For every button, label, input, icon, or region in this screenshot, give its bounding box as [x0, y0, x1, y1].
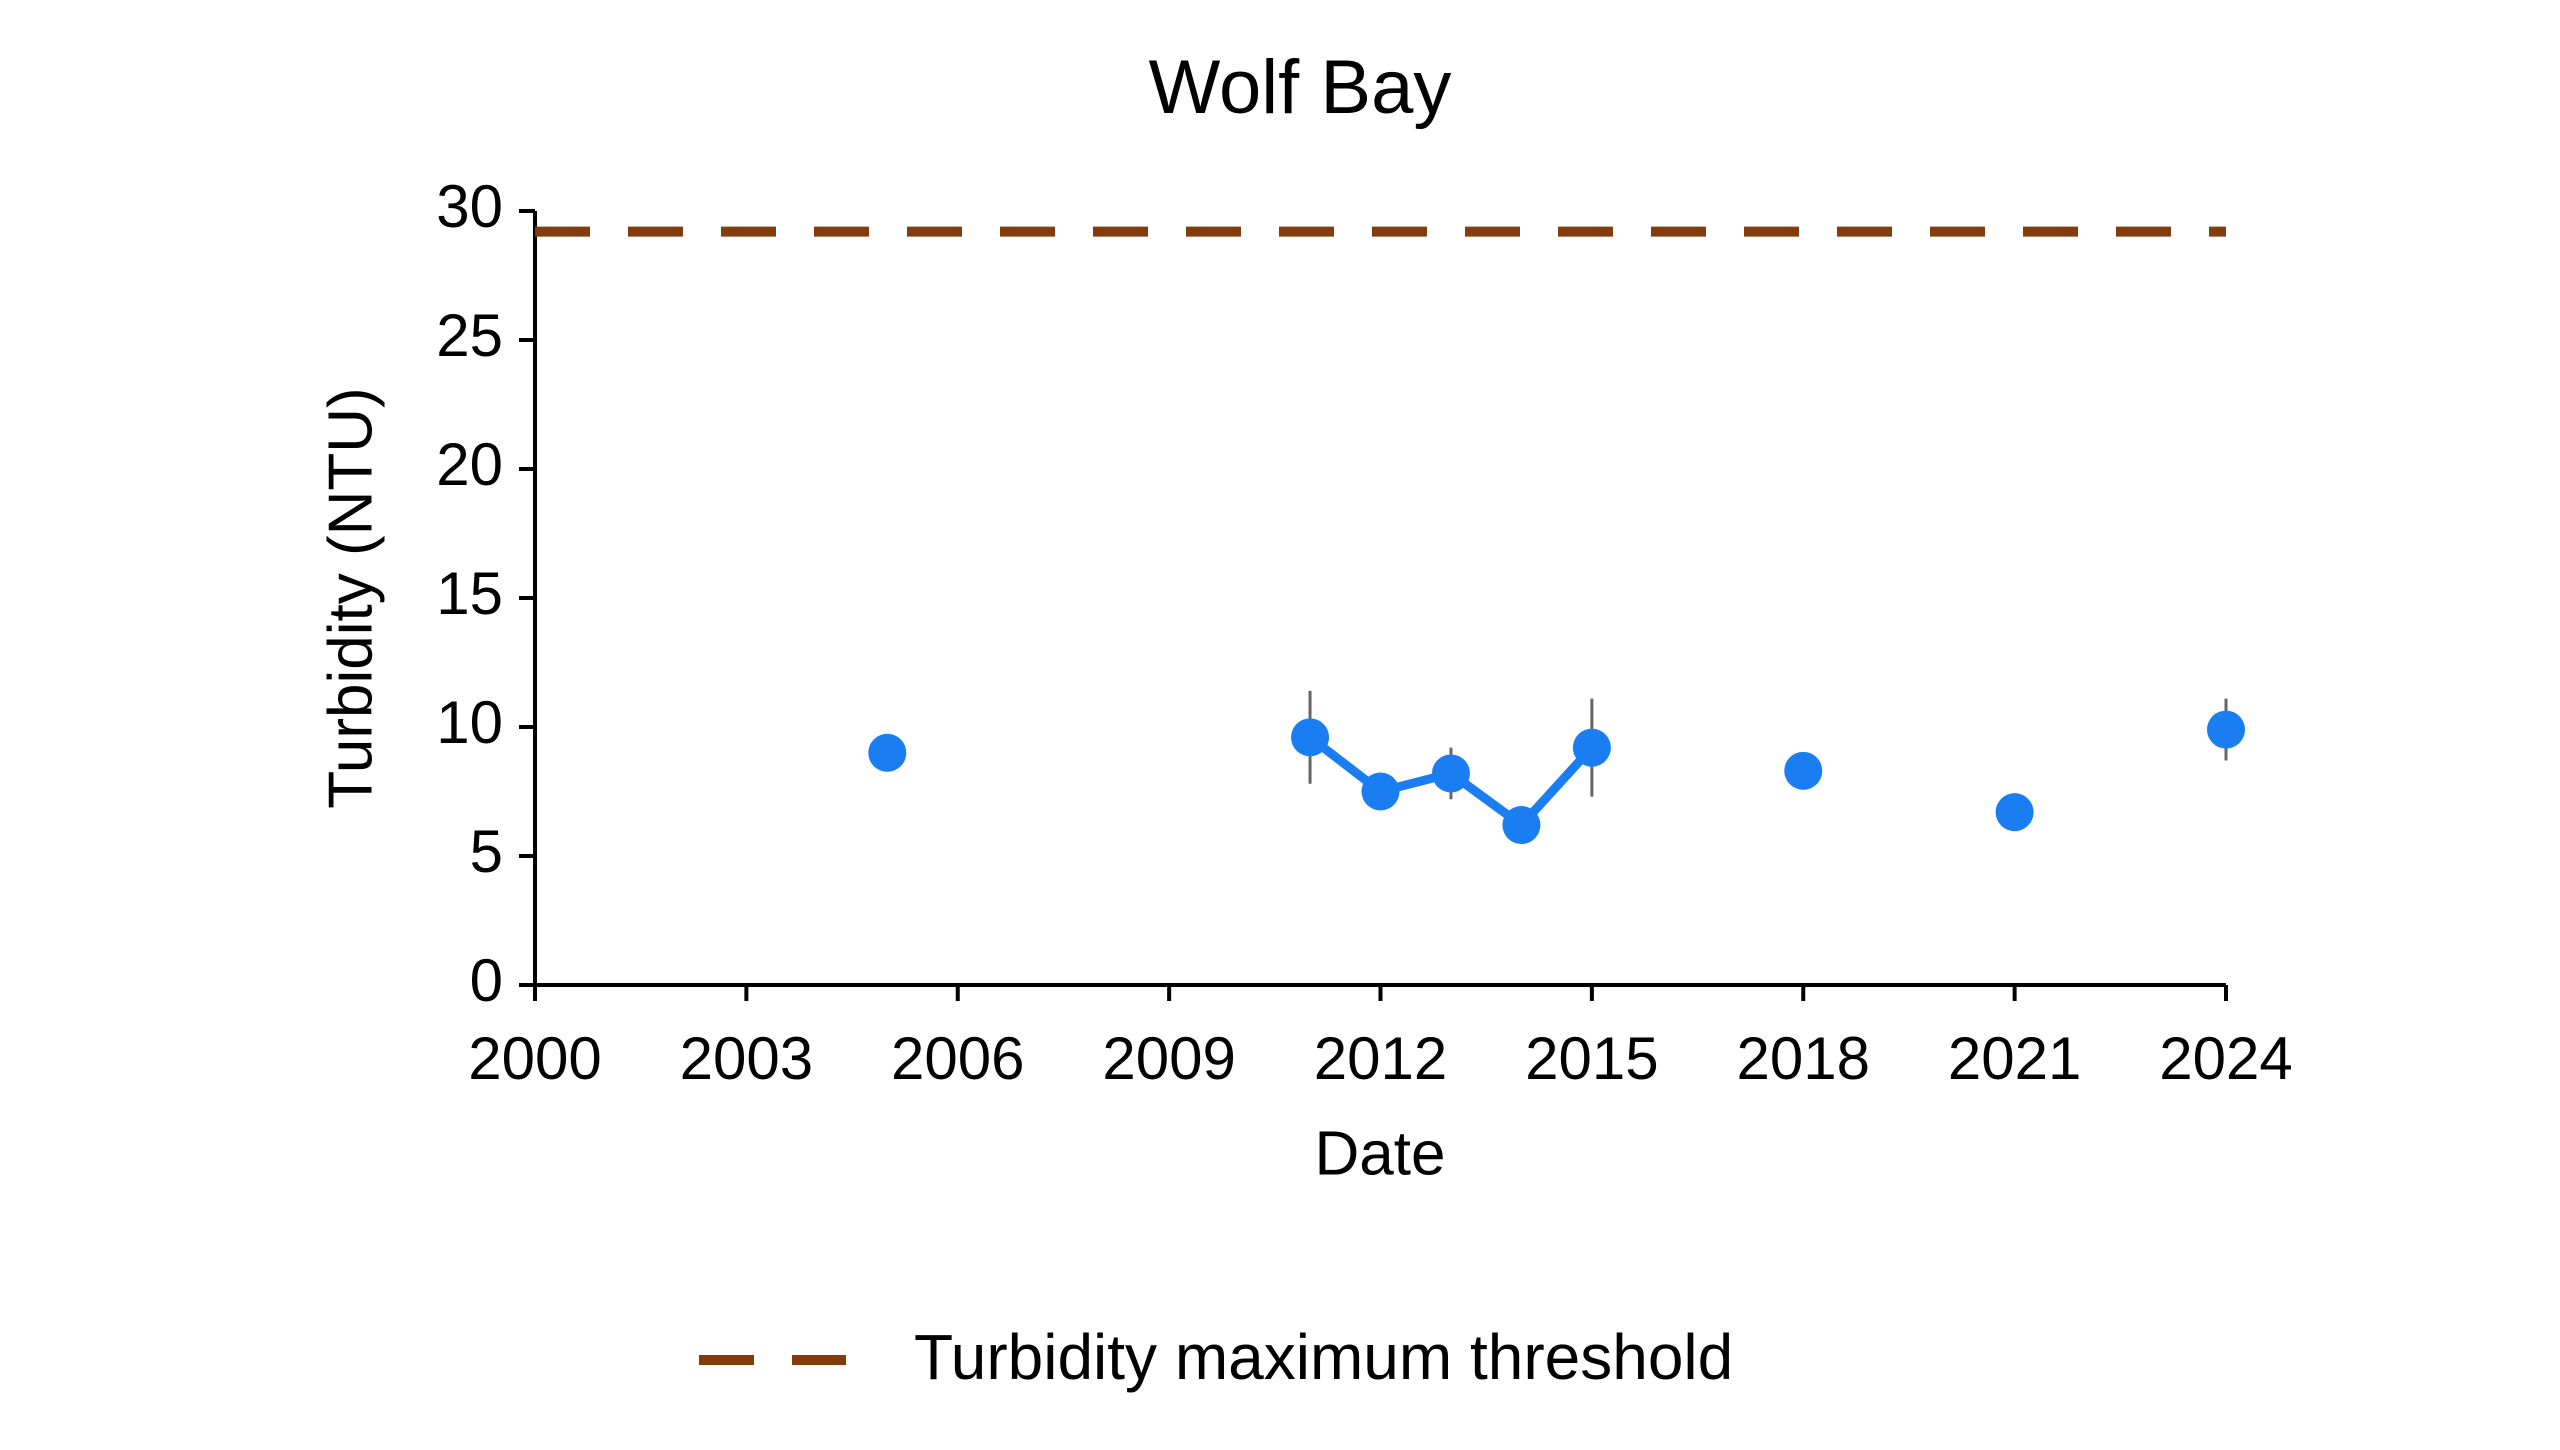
y-tick-label: 15 [436, 560, 503, 627]
x-tick-label: 2009 [1102, 1025, 1235, 1092]
data-point [1995, 793, 2034, 832]
data-point [1572, 728, 1611, 767]
y-tick-label: 30 [436, 173, 503, 240]
x-tick-label: 2021 [1948, 1025, 2081, 1092]
x-tick-label: 2003 [680, 1025, 813, 1092]
data-point [2207, 710, 2245, 749]
data-point [1361, 772, 1400, 811]
x-tick-label: 2000 [468, 1025, 601, 1092]
x-tick-label: 2012 [1314, 1025, 1447, 1092]
x-tick-label: 2015 [1525, 1025, 1658, 1092]
y-axis-label: Turbidity (NTU) [316, 387, 385, 808]
data-point [1291, 718, 1330, 757]
y-tick-label: 0 [470, 947, 503, 1014]
y-tick-label: 20 [436, 431, 503, 498]
data-point [1431, 754, 1470, 793]
data-point [868, 733, 907, 772]
chart-title: Wolf Bay [1149, 45, 1452, 130]
y-tick-label: 25 [436, 302, 503, 369]
x-axis-label: Date [1315, 1119, 1446, 1188]
y-tick-label: 10 [436, 689, 503, 756]
data-point [1502, 806, 1541, 845]
x-tick-label: 2018 [1737, 1025, 1870, 1092]
data-point [1784, 751, 1823, 790]
x-tick-label: 2024 [2159, 1025, 2292, 1092]
legend-label: Turbidity maximum threshold [914, 1321, 1733, 1393]
y-tick-label: 5 [470, 818, 503, 885]
x-tick-label: 2006 [891, 1025, 1024, 1092]
